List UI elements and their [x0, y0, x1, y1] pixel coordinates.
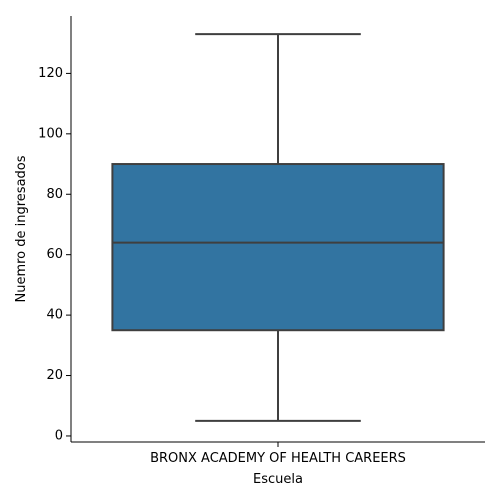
- y-tick-label: 40: [46, 308, 63, 323]
- y-tick-label: 60: [46, 247, 63, 262]
- y-tick-label: 80: [46, 187, 63, 202]
- y-axis-label: Nuemro de ingresados: [14, 155, 29, 302]
- y-tick-label: 20: [46, 368, 63, 383]
- plot-area: [111, 33, 445, 422]
- y-tick-label: 100: [38, 126, 63, 141]
- x-axis-ticks: BRONX ACADEMY OF HEALTH CAREERS: [150, 442, 406, 466]
- y-tick-label: 0: [55, 428, 63, 443]
- x-axis-label: Escuela: [253, 472, 303, 487]
- x-tick-label: BRONX ACADEMY OF HEALTH CAREERS: [150, 451, 406, 466]
- box-iqr: [111, 163, 445, 332]
- y-tick-label: 120: [38, 66, 63, 81]
- y-axis-ticks: 0 20 40 60 80 100 120: [38, 66, 71, 443]
